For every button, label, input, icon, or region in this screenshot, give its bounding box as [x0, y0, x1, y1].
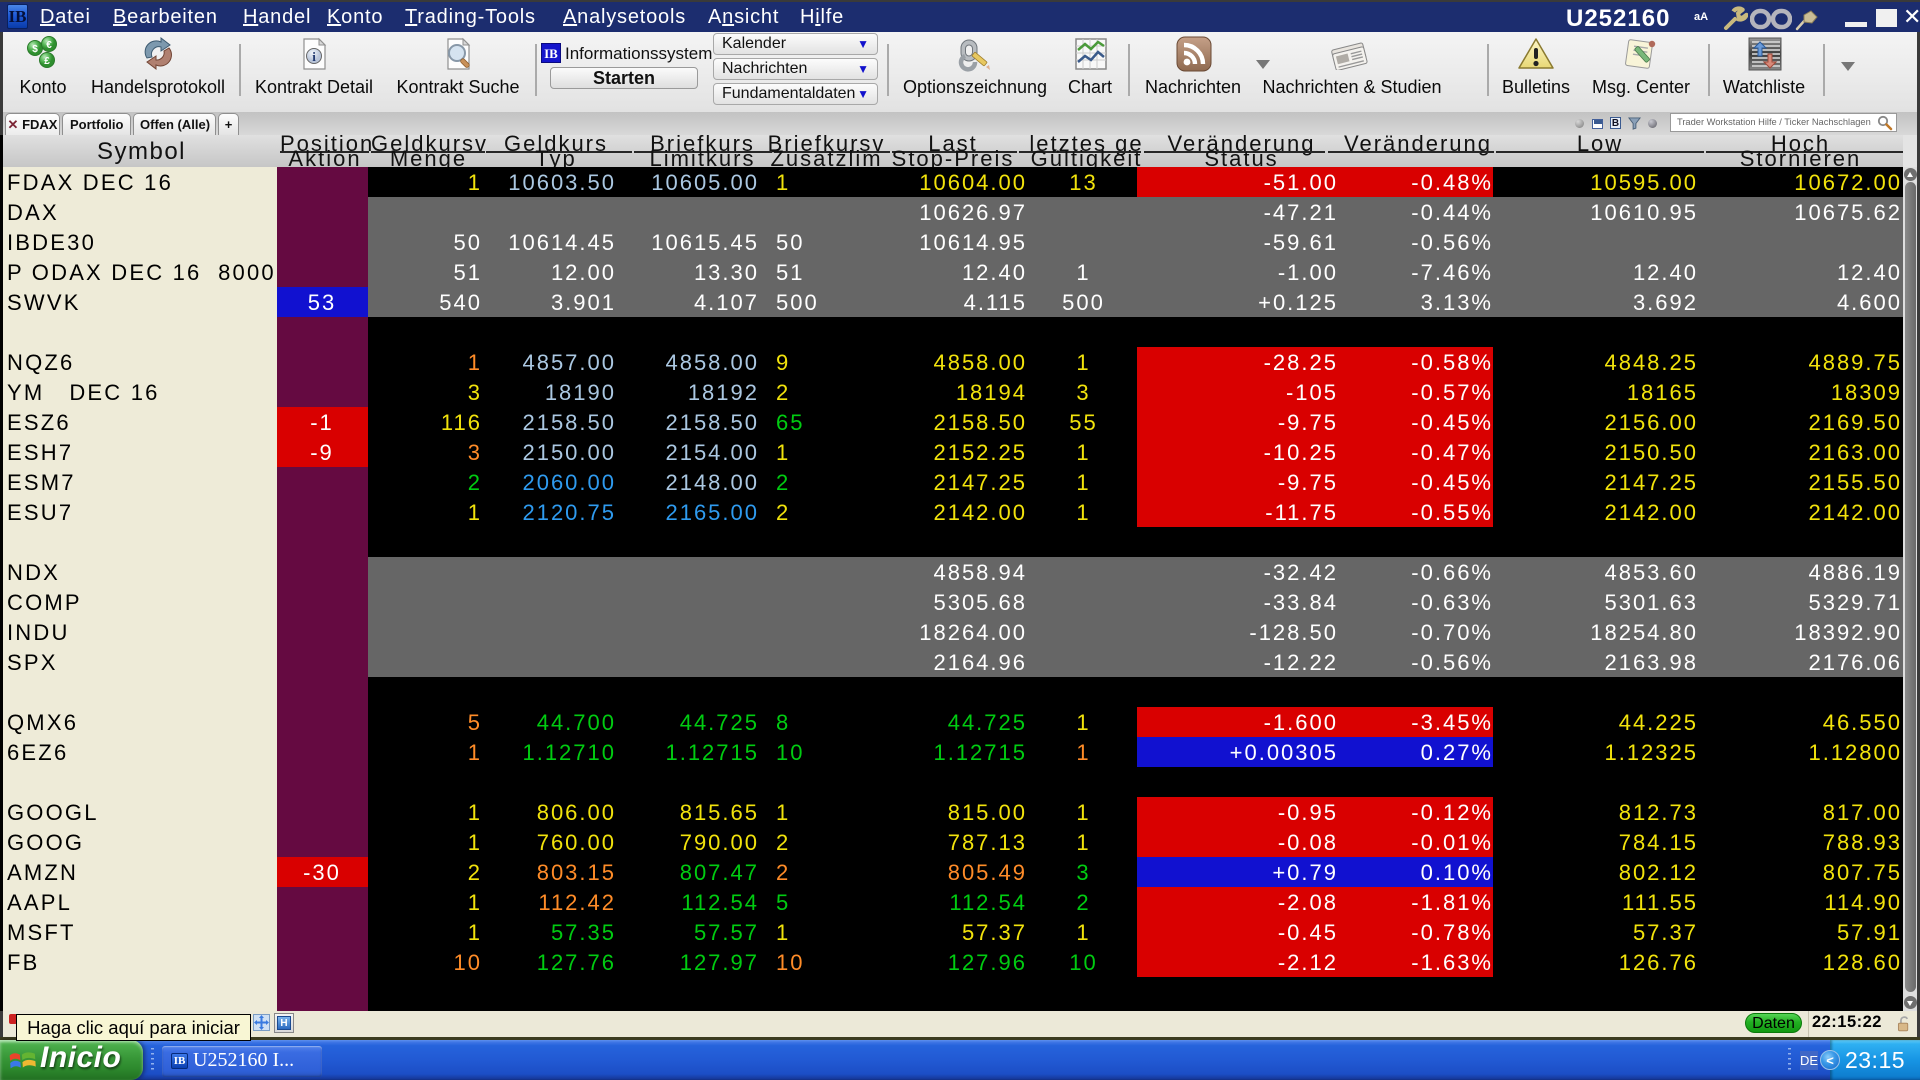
svg-text:i: i: [312, 49, 316, 64]
svg-text:€: €: [46, 40, 52, 51]
svg-text:£: £: [44, 56, 50, 67]
svg-text:$: $: [32, 44, 38, 55]
